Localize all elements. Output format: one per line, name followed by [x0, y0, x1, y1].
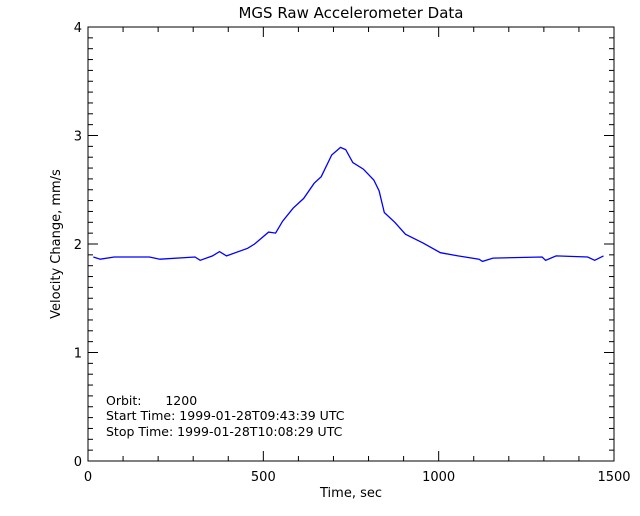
y-axis-label: Velocity Change, mm/s [49, 169, 64, 319]
y-tick-label: 1 [74, 347, 82, 362]
series-line [93, 146, 604, 263]
x-tick-label: 1500 [597, 470, 630, 485]
annotation-start-time: Start Time: 1999-01-28T09:43:39 UTC [106, 408, 345, 423]
y-tick-label: 4 [74, 21, 82, 36]
x-axis-label: Time, sec [319, 486, 382, 501]
chart-title: MGS Raw Accelerometer Data [238, 4, 463, 22]
y-tick-label: 2 [74, 238, 82, 253]
y-tick-label: 0 [74, 455, 82, 470]
x-tick-label: 1000 [422, 470, 455, 485]
annotation-stop-time: Stop Time: 1999-01-28T10:08:29 UTC [106, 424, 343, 439]
x-tick-label: 0 [84, 470, 92, 485]
x-tick-label: 500 [251, 470, 276, 485]
annotation-orbit: Orbit: 1200 [106, 393, 197, 408]
y-tick-label: 3 [74, 130, 82, 145]
